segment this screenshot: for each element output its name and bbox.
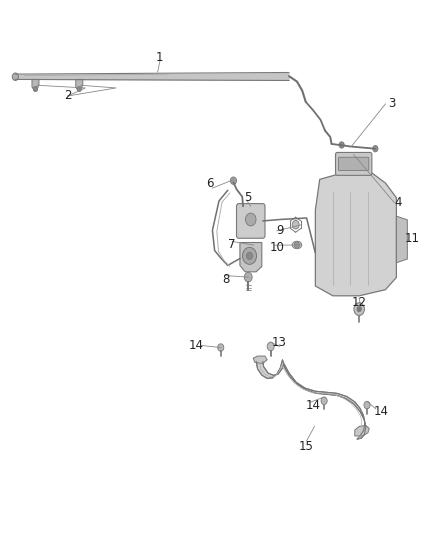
Circle shape	[77, 86, 81, 92]
Circle shape	[292, 221, 299, 229]
Text: 1: 1	[156, 51, 164, 63]
Text: 9: 9	[276, 224, 284, 237]
Text: 11: 11	[404, 232, 419, 245]
Polygon shape	[256, 360, 366, 439]
Text: 6: 6	[206, 177, 214, 190]
Text: 12: 12	[352, 296, 367, 309]
Circle shape	[247, 252, 253, 260]
Circle shape	[294, 242, 300, 248]
Text: 4: 4	[395, 196, 403, 209]
Circle shape	[230, 177, 237, 184]
Polygon shape	[76, 79, 83, 91]
Text: 5: 5	[244, 191, 251, 204]
Polygon shape	[315, 173, 396, 296]
Text: 14: 14	[189, 339, 204, 352]
Text: 14: 14	[306, 399, 321, 411]
Text: 10: 10	[269, 241, 284, 254]
Text: 13: 13	[272, 336, 287, 349]
Text: 14: 14	[374, 405, 389, 418]
Circle shape	[354, 303, 364, 316]
Circle shape	[12, 73, 18, 80]
Polygon shape	[396, 216, 407, 263]
Text: 3: 3	[389, 98, 396, 110]
Text: 2: 2	[64, 90, 72, 102]
Polygon shape	[32, 79, 39, 91]
Text: 7: 7	[228, 238, 236, 251]
Circle shape	[243, 247, 257, 264]
Polygon shape	[355, 425, 369, 436]
Circle shape	[364, 401, 370, 409]
FancyBboxPatch shape	[237, 204, 265, 238]
Polygon shape	[253, 356, 267, 364]
Ellipse shape	[292, 241, 302, 249]
Circle shape	[321, 397, 327, 405]
FancyBboxPatch shape	[339, 157, 369, 171]
Circle shape	[339, 142, 344, 148]
Polygon shape	[240, 243, 262, 272]
Circle shape	[244, 272, 252, 282]
Circle shape	[357, 306, 361, 312]
Text: 8: 8	[222, 273, 229, 286]
FancyBboxPatch shape	[336, 152, 372, 175]
Circle shape	[245, 213, 256, 226]
Circle shape	[218, 344, 224, 351]
Circle shape	[267, 342, 274, 351]
Circle shape	[33, 86, 38, 92]
Text: 15: 15	[299, 440, 314, 453]
Circle shape	[373, 146, 378, 152]
